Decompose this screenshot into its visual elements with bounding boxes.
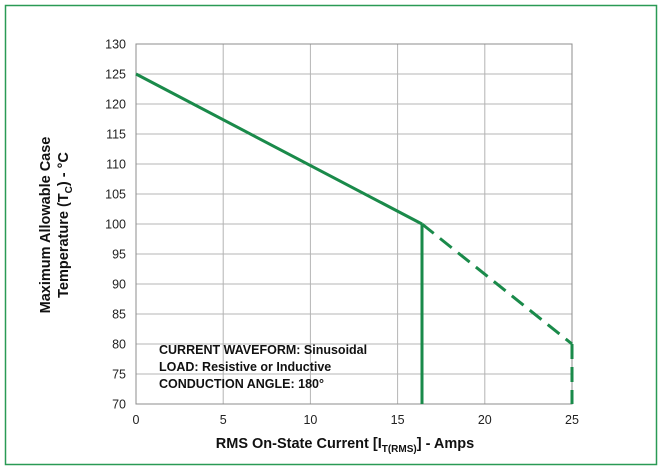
y-axis-title-line-2-suffix: ) - °C — [56, 152, 72, 187]
y-tick-label: 105 — [105, 188, 126, 202]
plot-border-layer — [135, 43, 573, 405]
x-axis-title-subscript: T(RMS) — [382, 444, 417, 455]
series-layer — [135, 72, 574, 404]
y-tick-label: 90 — [112, 278, 126, 292]
y-tick-label: 115 — [106, 128, 126, 142]
annotation-line-1: CURRENT WAVEFORM: Sinusoidal — [159, 343, 367, 357]
x-axis-title-suffix: ] - Amps — [417, 436, 474, 452]
y-tick-label: 125 — [105, 68, 126, 82]
x-tick-label: 0 — [133, 413, 140, 427]
y-tick-label: 75 — [112, 368, 126, 382]
y-axis-title-line-1: Maximum Allowable Case — [38, 137, 54, 314]
x-axis-title-prefix: RMS On-State Current [I — [216, 436, 382, 452]
y-tick-label: 80 — [112, 338, 126, 352]
x-tick-label: 20 — [478, 413, 492, 427]
annotation-line-2: LOAD: Resistive or Inductive — [159, 360, 331, 374]
y-tick-label: 95 — [112, 248, 126, 262]
y-tick-label: 110 — [106, 158, 126, 172]
y-tick-label: 70 — [112, 398, 126, 412]
plot-area-border — [135, 43, 573, 405]
y-tick-label: 120 — [105, 98, 126, 112]
y-tick-label: 100 — [105, 218, 126, 232]
x-tick-layer: 0 5 10 15 20 25 — [133, 413, 579, 427]
y-axis-title: Maximum Allowable Case Temperature (TC) … — [38, 137, 75, 314]
annotation-box: CURRENT WAVEFORM: Sinusoidal LOAD: Resis… — [159, 343, 367, 391]
x-tick-label: 5 — [220, 413, 227, 427]
y-axis-title-line-2: Temperature (TC) - °C — [56, 152, 75, 298]
y-tick-label: 130 — [105, 38, 126, 52]
y-tick-layer: 70 75 80 85 90 95 100 105 110 115 120 125 130 — [105, 38, 126, 412]
y-axis-title-line-2-subscript: C — [64, 186, 75, 193]
x-tick-label: 15 — [391, 413, 405, 427]
y-axis-title-line-2-prefix: Temperature (T — [56, 193, 72, 298]
series-solid — [135, 72, 423, 226]
series-dashed — [421, 222, 573, 346]
y-tick-label: 85 — [112, 308, 126, 322]
annotation-line-3: CONDUCTION ANGLE: 180° — [159, 377, 324, 391]
x-tick-label: 10 — [303, 413, 317, 427]
x-tick-label: 25 — [565, 413, 579, 427]
outer-border — [4, 4, 658, 466]
x-axis-title: RMS On-State Current [IT(RMS)] - Amps — [216, 436, 474, 455]
